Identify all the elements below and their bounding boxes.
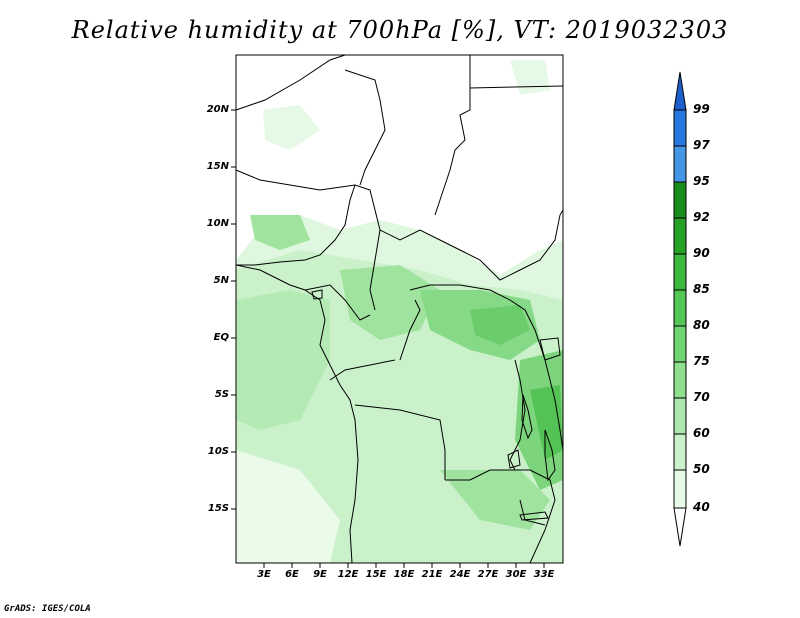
lakes <box>311 289 561 521</box>
colorbar-label-90: 90 <box>693 246 710 260</box>
colorbar-top-arrow <box>673 71 687 111</box>
colorbar-bin-92-95 <box>673 181 687 219</box>
colorbar-label-75: 75 <box>693 354 710 368</box>
colorbar-bin-50-60 <box>673 433 687 471</box>
colorbar-bin-40-50 <box>673 469 687 509</box>
colorbar-label-95: 95 <box>693 174 710 188</box>
colorbar-bin-95-97 <box>673 145 687 183</box>
colorbar-label-85: 85 <box>693 282 710 296</box>
colorbar-label-92: 92 <box>693 210 710 224</box>
colorbar-bin-97-99 <box>673 109 687 147</box>
colorbar <box>673 71 687 547</box>
humidity-field <box>236 55 563 563</box>
lat-label-15n: 15N <box>206 161 229 172</box>
lat-label-5n: 5N <box>213 275 229 286</box>
colorbar-bin-85-90 <box>673 253 687 291</box>
colorbar-bin-80-85 <box>673 289 687 327</box>
colorbar-label-99: 99 <box>693 102 710 116</box>
axis-ticks <box>231 109 545 568</box>
colorbar-label-60: 60 <box>693 426 710 440</box>
lon-label-33e: 33E <box>533 569 555 580</box>
lon-label-12e: 12E <box>337 569 359 580</box>
colorbar-label-97: 97 <box>693 138 710 152</box>
map-title: Relative humidity at 700hPa [%], VT: 201… <box>71 16 729 44</box>
colorbar-bin-60-70 <box>673 397 687 435</box>
country-borders <box>235 54 564 564</box>
grads-credit: GrADS: IGES/COLA <box>4 604 91 614</box>
lon-label-27e: 27E <box>477 569 499 580</box>
colorbar-bottom-arrow <box>673 507 687 547</box>
colorbar-label-40: 40 <box>693 500 710 514</box>
lat-label-15s: 15S <box>207 503 229 514</box>
lat-label-10n: 10N <box>206 218 229 229</box>
colorbar-bin-90-92 <box>673 217 687 255</box>
colorbar-label-70: 70 <box>693 390 710 404</box>
lon-label-15e: 15E <box>365 569 387 580</box>
lon-label-9e: 9E <box>313 569 327 580</box>
lat-label-20n: 20N <box>206 104 229 115</box>
lon-label-30e: 30E <box>505 569 527 580</box>
lon-label-24e: 24E <box>449 569 471 580</box>
lat-label-10s: 10S <box>207 446 229 457</box>
lon-label-3e: 3E <box>257 569 271 580</box>
lat-label-5s: 5S <box>214 389 229 400</box>
lon-label-21e: 21E <box>421 569 443 580</box>
lon-label-6e: 6E <box>285 569 299 580</box>
lat-label-eq: EQ <box>213 332 229 343</box>
colorbar-bin-70-75 <box>673 361 687 399</box>
map-frame <box>235 54 564 564</box>
colorbar-label-80: 80 <box>693 318 710 332</box>
colorbar-label-50: 50 <box>693 462 710 476</box>
colorbar-bin-75-80 <box>673 325 687 363</box>
lon-label-18e: 18E <box>393 569 415 580</box>
